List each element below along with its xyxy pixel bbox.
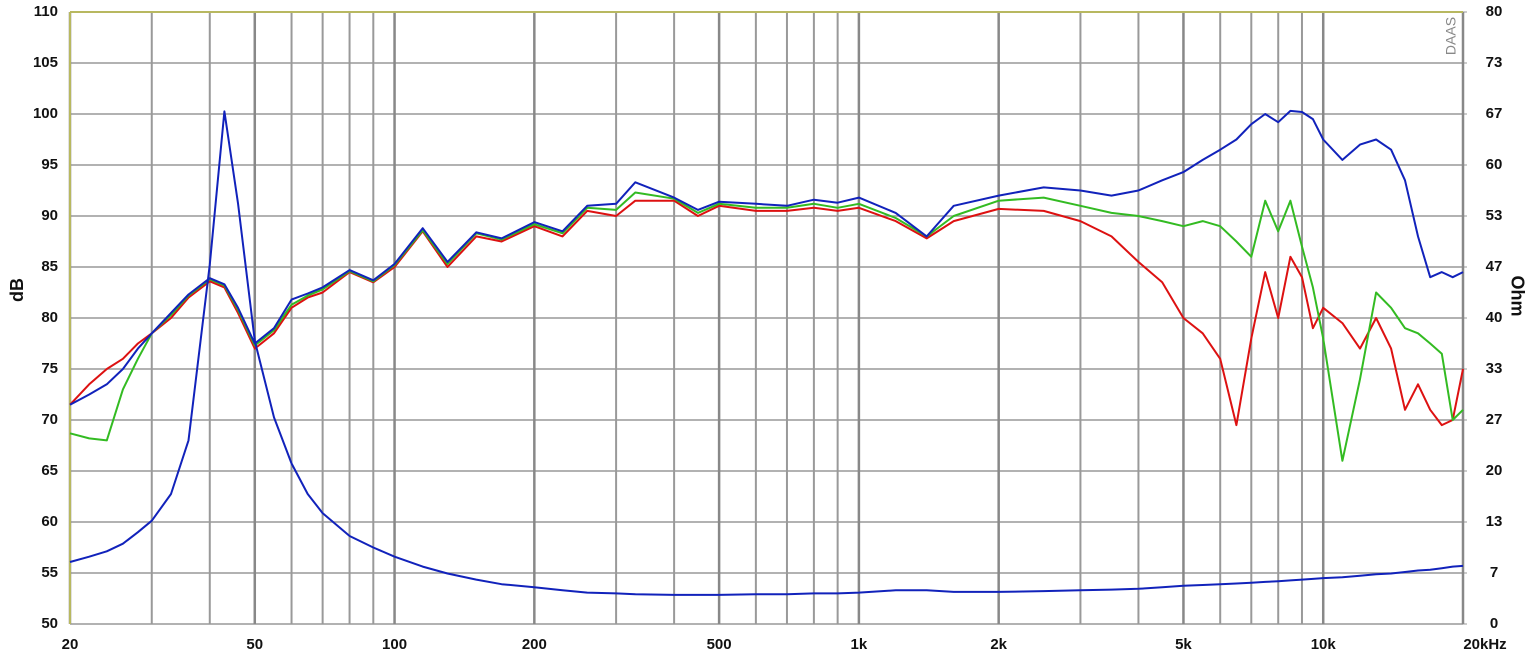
y2-axis-label: Ohm <box>1507 275 1527 316</box>
series-line <box>69 110 1464 596</box>
y-tick-label: 60 <box>41 513 58 530</box>
watermark: DAAS <box>1443 17 1459 55</box>
series-line <box>69 199 1464 427</box>
y2-tick-label: 0 <box>1490 615 1498 632</box>
y-axis-label: dB <box>7 278 27 302</box>
y-tick-label: 95 <box>41 156 58 173</box>
x-tick-label: 20kHz <box>1463 636 1506 653</box>
y2-tick-label: 40 <box>1486 309 1503 326</box>
x-tick-label: 10k <box>1311 636 1337 653</box>
x-tick-label: 5k <box>1175 636 1192 653</box>
y-tick-label: 65 <box>41 462 58 479</box>
y2-tick-label: 80 <box>1486 3 1503 20</box>
y-tick-label: 90 <box>41 207 58 224</box>
y2-tick-label: 47 <box>1486 258 1503 275</box>
y2-tick-label: 33 <box>1486 360 1503 377</box>
x-tick-label: 500 <box>707 636 732 653</box>
y2-tick-label: 13 <box>1486 513 1503 530</box>
x-tick-label: 50 <box>246 636 263 653</box>
y2-tick-label: 7 <box>1490 564 1498 581</box>
y-tick-label: 100 <box>33 105 58 122</box>
y-tick-label: 80 <box>41 309 58 326</box>
y-tick-label: 55 <box>41 564 58 581</box>
x-tick-label: 1k <box>851 636 868 653</box>
y2-tick-label: 67 <box>1486 105 1503 122</box>
y2-tick-label: 53 <box>1486 207 1503 224</box>
y-tick-label: 70 <box>41 411 58 428</box>
y2-tick-label: 27 <box>1486 411 1503 428</box>
y-tick-label: 50 <box>41 615 58 632</box>
x-tick-label: 20 <box>62 636 79 653</box>
y2-tick-label: 73 <box>1486 54 1503 71</box>
x-tick-label: 2k <box>990 636 1007 653</box>
y-tick-label: 75 <box>41 360 58 377</box>
y-tick-label: 110 <box>34 3 58 20</box>
x-tick-label: 100 <box>382 636 407 653</box>
y2-tick-label: 20 <box>1486 462 1503 479</box>
y-tick-label: 105 <box>33 54 58 71</box>
series-line <box>69 109 1464 406</box>
x-tick-label: 200 <box>522 636 547 653</box>
y-tick-label: 85 <box>41 258 58 275</box>
y2-tick-label: 60 <box>1486 156 1503 173</box>
